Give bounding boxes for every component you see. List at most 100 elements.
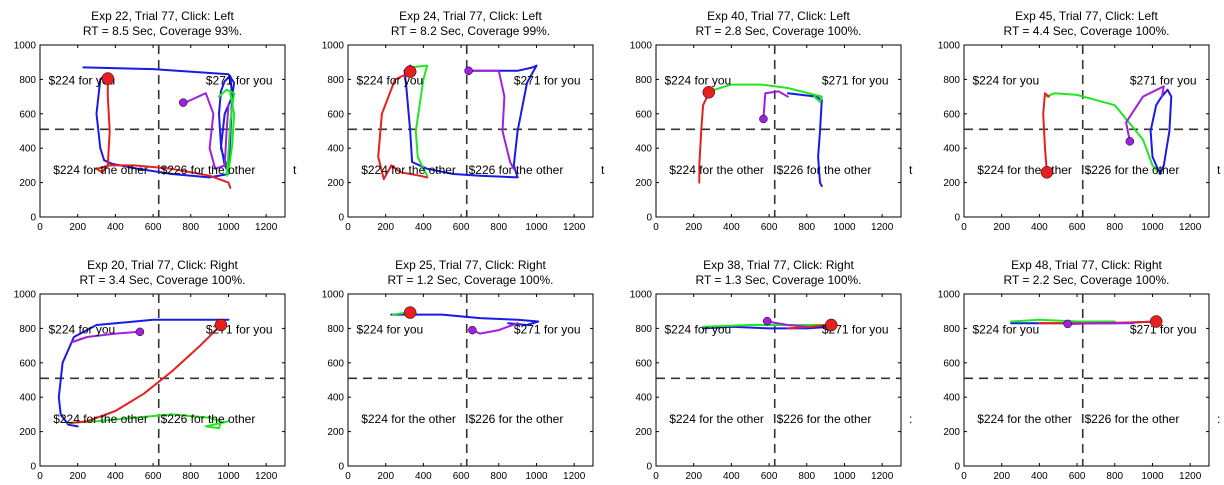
- y-tick-label: 0: [646, 462, 652, 473]
- x-tick-label: 1200: [1179, 471, 1202, 482]
- x-tick-label: 400: [1031, 222, 1048, 233]
- trajectory-blue: [786, 92, 823, 187]
- y-tick-label: 1000: [630, 290, 653, 301]
- x-tick-label: 200: [993, 222, 1010, 233]
- y-tick-label: 200: [327, 427, 344, 438]
- y-tick-label: 600: [327, 358, 344, 369]
- quadrant-label: $226 for the other: [1085, 163, 1180, 177]
- start-marker-purple: [759, 114, 768, 124]
- x-tick-label: 600: [453, 222, 470, 233]
- trajectory-green: [67, 413, 230, 430]
- y-tick-label: 0: [338, 213, 344, 224]
- x-tick-label: 200: [69, 471, 86, 482]
- x-tick-label: 200: [377, 471, 394, 482]
- y-tick-label: 600: [635, 109, 652, 120]
- trajectory-red: [698, 92, 710, 184]
- x-tick-label: 800: [1106, 222, 1123, 233]
- chart-title-line1: Exp 22, Trial 77, Click: Left: [91, 9, 234, 23]
- y-tick-label: 200: [19, 178, 36, 189]
- chart-title-line1: Exp 20, Trial 77, Click: Right: [87, 258, 238, 272]
- y-tick-label: 0: [338, 462, 344, 473]
- y-tick-label: 400: [943, 144, 960, 155]
- quadrant-label: $224 for you: [48, 74, 115, 88]
- x-tick-label: 400: [723, 222, 740, 233]
- quadrant-label: $271 for you: [514, 323, 581, 337]
- x-tick-label: 1000: [217, 471, 240, 482]
- trajectory-red: [95, 76, 232, 189]
- x-tick-label: 1000: [217, 222, 240, 233]
- y-tick-label: 400: [19, 144, 36, 155]
- edge-label: t: [1217, 163, 1221, 177]
- chart-title-line2: RT = 2.2 Sec, Coverage 100%.: [1004, 273, 1170, 287]
- start-marker-purple: [464, 66, 473, 76]
- quadrant-label: $224 for you: [356, 323, 423, 337]
- trajectory-red: [1042, 92, 1050, 174]
- x-tick-label: 1000: [1141, 471, 1164, 482]
- y-tick-label: 600: [327, 109, 344, 120]
- quadrant-label: $271 for you: [206, 74, 273, 88]
- y-tick-label: 1000: [322, 290, 345, 301]
- x-tick-label: 600: [145, 471, 162, 482]
- start-marker-purple: [178, 98, 188, 107]
- start-marker-purple: [468, 325, 477, 335]
- chart-title-line2: RT = 3.4 Sec, Coverage 100%.: [80, 273, 246, 287]
- quadrant-label: $224 for the other: [361, 412, 456, 426]
- trajectory-purple: [182, 92, 230, 170]
- trajectory-blue: [702, 325, 833, 330]
- quadrant-label: $271 for you: [514, 74, 581, 88]
- trajectory-purple: [766, 320, 808, 328]
- x-tick-label: 1000: [525, 471, 548, 482]
- x-tick-label: 600: [145, 222, 162, 233]
- x-tick-label: 0: [961, 222, 967, 233]
- y-tick-label: 1000: [938, 41, 961, 52]
- y-tick-label: 600: [19, 109, 36, 120]
- y-tick-label: 600: [943, 109, 960, 120]
- x-tick-label: 1200: [255, 222, 278, 233]
- x-tick-label: 400: [415, 471, 432, 482]
- start-marker-red: [403, 65, 417, 78]
- start-marker-purple: [762, 316, 772, 326]
- trajectory-blue: [403, 64, 538, 179]
- quadrant-label: $224 for the other: [669, 412, 764, 426]
- x-tick-label: 800: [182, 222, 199, 233]
- start-marker-purple: [135, 327, 145, 337]
- chart-title-line1: Exp 24, Trial 77, Click: Left: [399, 9, 542, 23]
- y-tick-label: 400: [943, 393, 960, 404]
- quadrant-label: $224 for the other: [53, 412, 148, 426]
- x-tick-label: 400: [107, 471, 124, 482]
- y-tick-label: 600: [943, 358, 960, 369]
- quadrant-label: $224 for the other: [53, 163, 148, 177]
- x-tick-label: 800: [1106, 471, 1123, 482]
- trajectory-green: [1010, 318, 1116, 323]
- x-tick-label: 400: [415, 222, 432, 233]
- x-tick-label: 600: [761, 222, 778, 233]
- chart-title-line1: Exp 45, Trial 77, Click: Left: [1015, 9, 1158, 23]
- plot-frame: [39, 293, 286, 467]
- trajectory-blue: [1149, 88, 1173, 175]
- x-tick-label: 1200: [871, 222, 894, 233]
- y-tick-label: 0: [646, 213, 652, 224]
- quadrant-label: $271 for you: [822, 74, 889, 88]
- edge-label: :: [1217, 412, 1220, 426]
- x-tick-label: 600: [761, 471, 778, 482]
- quadrant-label: $224 for the other: [977, 163, 1072, 177]
- x-tick-label: 600: [1069, 471, 1086, 482]
- y-tick-label: 800: [19, 324, 36, 335]
- x-tick-label: 200: [69, 222, 86, 233]
- quadrant-label: $226 for the other: [161, 412, 256, 426]
- y-tick-label: 0: [954, 462, 960, 473]
- trajectory-purple: [1125, 85, 1165, 143]
- y-tick-label: 0: [30, 462, 36, 473]
- trajectory-green: [409, 64, 429, 177]
- edge-label: t: [909, 163, 913, 177]
- y-tick-label: 800: [19, 75, 36, 86]
- y-tick-label: 400: [635, 393, 652, 404]
- x-tick-label: 1000: [833, 222, 856, 233]
- y-tick-label: 400: [327, 144, 344, 155]
- trajectory-purple: [1066, 322, 1135, 326]
- chart-title-line1: Exp 40, Trial 77, Click: Left: [707, 9, 850, 23]
